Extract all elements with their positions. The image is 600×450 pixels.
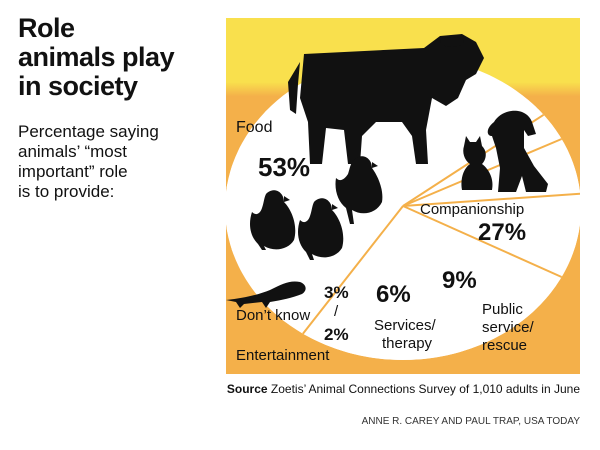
subhead-line-3: important” role xyxy=(18,162,128,181)
label-entertainment: Entertainment xyxy=(236,347,330,364)
value-entertainment: 2% xyxy=(324,325,349,344)
label-dont-know: Don’t know xyxy=(236,307,310,324)
source-text: Zoetis’ Animal Connections Survey of 1,0… xyxy=(270,382,580,396)
chicken-icon xyxy=(250,190,296,250)
source-label: Source xyxy=(226,382,268,396)
label-public-service-line-3: rescue xyxy=(482,337,527,354)
headline: Role animals play in society xyxy=(18,14,223,101)
label-public-service-line-1: Public xyxy=(482,301,523,318)
slice-divider xyxy=(302,205,404,335)
label-services-line-1: Services/ xyxy=(374,317,437,334)
lizard-icon xyxy=(226,281,306,308)
chicken-icon xyxy=(298,198,344,260)
label-public-service-line-2: service/ xyxy=(482,319,535,336)
value-services: 6% xyxy=(376,281,411,308)
headline-line-3: in society xyxy=(18,71,138,101)
slice-labels: Food 53% Companionship 27% 9% Public ser… xyxy=(236,119,535,364)
label-services-line-2: therapy xyxy=(382,335,433,352)
label-slash: / xyxy=(334,303,339,320)
slice-divider xyxy=(402,192,580,207)
credit-line: ANNE R. CAREY AND PAUL TRAP, USA TODAY xyxy=(361,416,580,427)
value-companionship: 27% xyxy=(478,219,526,246)
subhead-line-2: animals’ “most xyxy=(18,142,127,161)
pie-chart-panel: Food 53% Companionship 27% 9% Public ser… xyxy=(226,18,580,374)
label-companionship: Companionship xyxy=(420,201,524,218)
dog-icon xyxy=(487,110,548,192)
value-public-service: 9% xyxy=(442,267,477,294)
source-note: Source Zoetis’ Animal Connections Survey… xyxy=(226,382,580,397)
slice-divider xyxy=(402,205,563,278)
headline-line-1: Role xyxy=(18,13,75,43)
subhead: Percentage saying animals’ “most importa… xyxy=(18,122,218,202)
pie-slice-companionship xyxy=(302,206,562,360)
cow-icon xyxy=(288,34,484,164)
subhead-line-4: is to provide: xyxy=(18,182,115,201)
cat-icon xyxy=(461,136,493,190)
headline-line-2: animals play xyxy=(18,42,175,72)
chicken-icon xyxy=(335,156,383,224)
label-food: Food xyxy=(236,119,272,136)
value-food: 53% xyxy=(258,152,310,182)
subhead-line-1: Percentage saying xyxy=(18,122,159,141)
pie-slice-public-service-rescue xyxy=(403,193,580,277)
value-dont-know: 3% xyxy=(324,283,349,302)
